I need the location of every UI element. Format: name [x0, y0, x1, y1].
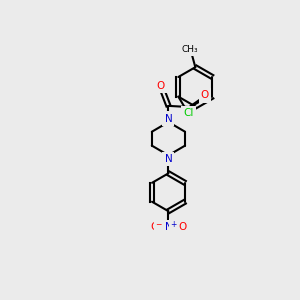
Text: O: O: [178, 222, 187, 233]
Text: O: O: [201, 91, 209, 100]
Text: N: N: [165, 222, 173, 233]
Text: N: N: [165, 114, 172, 124]
Text: N: N: [165, 154, 172, 164]
Text: O: O: [156, 80, 164, 91]
Text: CH₃: CH₃: [181, 45, 198, 54]
Text: O: O: [150, 222, 158, 233]
Text: +: +: [170, 220, 177, 229]
Text: Cl: Cl: [184, 108, 194, 118]
Text: −: −: [156, 220, 162, 229]
